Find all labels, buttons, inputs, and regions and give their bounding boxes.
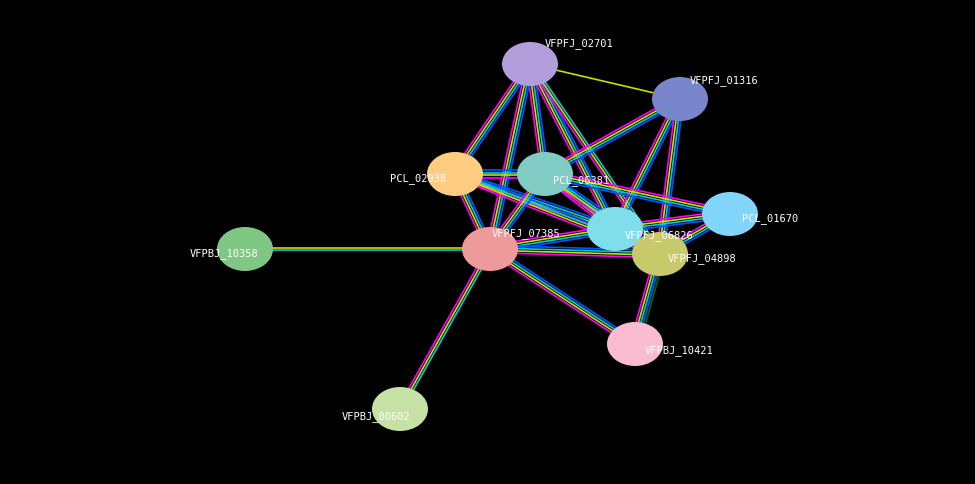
Text: PCL_06381: PCL_06381 — [553, 175, 609, 186]
Text: PCL_01670: PCL_01670 — [742, 213, 799, 224]
Text: VFPBJ_10358: VFPBJ_10358 — [190, 248, 258, 259]
Text: PCL_02938: PCL_02938 — [390, 173, 447, 184]
Text: VFPFJ_07385: VFPFJ_07385 — [492, 228, 561, 239]
Ellipse shape — [372, 387, 428, 431]
Text: VFPFJ_04898: VFPFJ_04898 — [668, 253, 737, 264]
Text: VFPBJ_10421: VFPBJ_10421 — [645, 345, 714, 356]
Text: VFPBJ_00602: VFPBJ_00602 — [342, 411, 410, 422]
Ellipse shape — [217, 227, 273, 271]
Text: VFPFJ_01316: VFPFJ_01316 — [690, 75, 759, 86]
Ellipse shape — [587, 207, 643, 251]
Text: VFPFJ_06826: VFPFJ_06826 — [625, 230, 694, 241]
Ellipse shape — [502, 42, 558, 86]
Ellipse shape — [517, 152, 573, 196]
Ellipse shape — [652, 77, 708, 121]
Ellipse shape — [702, 192, 758, 236]
Ellipse shape — [632, 232, 688, 276]
Text: VFPFJ_02701: VFPFJ_02701 — [545, 38, 613, 49]
Ellipse shape — [607, 322, 663, 366]
Ellipse shape — [427, 152, 483, 196]
Ellipse shape — [462, 227, 518, 271]
